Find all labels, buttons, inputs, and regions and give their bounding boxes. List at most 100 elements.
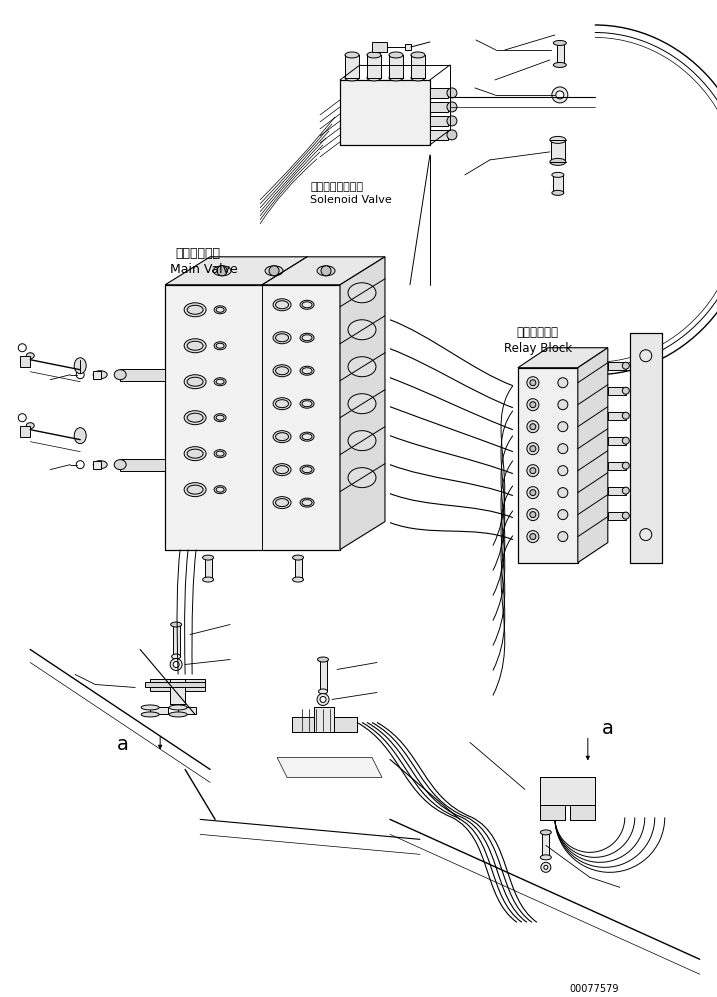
Ellipse shape	[75, 358, 86, 374]
Circle shape	[530, 424, 536, 430]
Circle shape	[558, 444, 568, 454]
Circle shape	[527, 530, 539, 542]
Bar	[518, 368, 578, 562]
Bar	[93, 461, 101, 469]
Ellipse shape	[318, 657, 328, 662]
Ellipse shape	[411, 75, 425, 81]
Ellipse shape	[622, 463, 630, 470]
Circle shape	[170, 658, 182, 671]
Ellipse shape	[348, 468, 376, 488]
Bar	[542, 832, 549, 857]
Ellipse shape	[184, 339, 206, 353]
Ellipse shape	[552, 172, 564, 177]
Text: メインバルブ: メインバルブ	[175, 247, 220, 260]
Ellipse shape	[214, 414, 226, 422]
Circle shape	[321, 266, 331, 276]
Bar	[20, 426, 30, 437]
Ellipse shape	[273, 332, 291, 344]
Ellipse shape	[265, 266, 283, 276]
Text: Relay Block: Relay Block	[504, 342, 572, 355]
Ellipse shape	[348, 431, 376, 451]
Circle shape	[320, 697, 326, 703]
Ellipse shape	[171, 654, 181, 659]
Ellipse shape	[273, 365, 291, 377]
Circle shape	[527, 465, 539, 477]
Bar	[150, 708, 168, 715]
Ellipse shape	[550, 159, 566, 166]
Ellipse shape	[273, 464, 291, 476]
Bar	[340, 80, 430, 145]
Circle shape	[527, 443, 539, 455]
Circle shape	[527, 508, 539, 520]
Bar	[570, 806, 595, 821]
Bar	[170, 680, 185, 705]
Ellipse shape	[541, 830, 551, 834]
Ellipse shape	[213, 266, 231, 276]
Ellipse shape	[169, 712, 187, 717]
Ellipse shape	[541, 854, 551, 859]
Text: 00077579: 00077579	[570, 984, 619, 994]
Ellipse shape	[300, 333, 314, 342]
Bar	[430, 116, 448, 126]
Ellipse shape	[273, 299, 291, 311]
Ellipse shape	[367, 75, 381, 81]
Ellipse shape	[114, 370, 126, 380]
Bar	[145, 683, 205, 688]
Circle shape	[530, 380, 536, 386]
Ellipse shape	[300, 466, 314, 475]
Circle shape	[317, 694, 329, 706]
Ellipse shape	[550, 137, 566, 144]
Ellipse shape	[348, 320, 376, 340]
Circle shape	[558, 378, 568, 388]
Ellipse shape	[552, 190, 564, 195]
Bar	[430, 130, 448, 140]
Ellipse shape	[75, 428, 86, 444]
Bar	[557, 43, 564, 65]
Circle shape	[527, 377, 539, 389]
Ellipse shape	[300, 366, 314, 375]
Bar	[553, 174, 563, 192]
Text: a: a	[602, 720, 614, 739]
Ellipse shape	[318, 689, 328, 694]
Circle shape	[269, 266, 279, 276]
Bar	[608, 511, 626, 519]
Bar	[150, 680, 205, 692]
Text: 中継ブロック: 中継ブロック	[517, 326, 559, 339]
Circle shape	[530, 533, 536, 539]
Bar	[120, 369, 165, 381]
Bar	[170, 680, 185, 705]
Circle shape	[544, 865, 548, 869]
Circle shape	[527, 399, 539, 411]
Bar	[178, 708, 196, 715]
Circle shape	[556, 91, 564, 99]
Ellipse shape	[184, 483, 206, 497]
Ellipse shape	[622, 512, 630, 519]
Bar	[608, 487, 626, 495]
Ellipse shape	[622, 362, 630, 369]
Ellipse shape	[345, 52, 359, 58]
Ellipse shape	[293, 555, 303, 560]
Ellipse shape	[184, 447, 206, 461]
Ellipse shape	[622, 488, 630, 495]
Ellipse shape	[317, 266, 335, 276]
Circle shape	[558, 531, 568, 541]
Bar	[570, 806, 595, 821]
Bar	[518, 368, 578, 562]
Circle shape	[173, 661, 179, 667]
Ellipse shape	[411, 52, 425, 58]
Circle shape	[558, 466, 568, 476]
Bar	[205, 557, 212, 579]
Ellipse shape	[203, 555, 214, 560]
Bar	[630, 333, 662, 562]
Polygon shape	[518, 348, 608, 368]
Bar	[292, 718, 357, 733]
Polygon shape	[277, 758, 382, 778]
Circle shape	[530, 511, 536, 517]
Bar	[345, 55, 359, 78]
Circle shape	[217, 266, 227, 276]
Ellipse shape	[293, 577, 303, 582]
Bar	[389, 55, 403, 78]
Ellipse shape	[214, 486, 226, 494]
Circle shape	[447, 88, 457, 98]
Circle shape	[527, 487, 539, 498]
